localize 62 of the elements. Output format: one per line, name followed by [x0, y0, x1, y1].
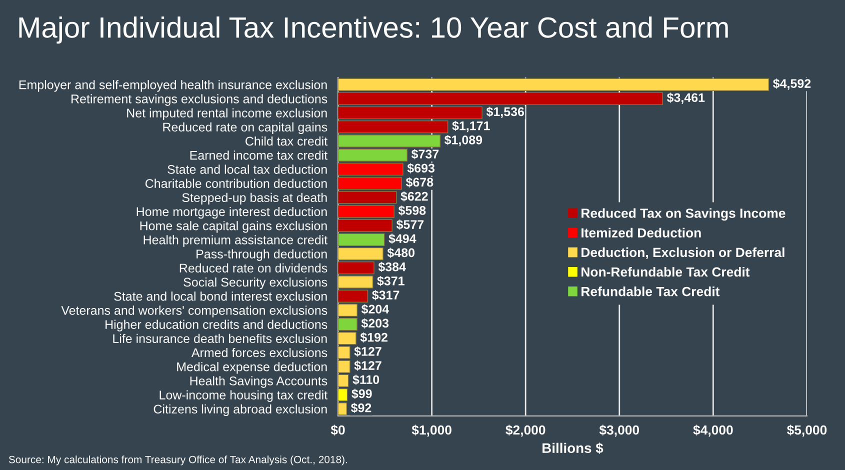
y-tick-label: Retirement savings exclusions and deductions [72, 94, 328, 106]
data-label: $1,089 [444, 134, 482, 146]
y-tick-label: Health premium assistance credit [144, 235, 328, 247]
data-label: $1,171 [452, 120, 490, 132]
y-tick-label: State and local tax deduction [168, 164, 327, 174]
data-label: $127 [354, 360, 382, 371]
source-note: Source: My calculations from Treasury Office of Tax Analysis (Oct., 2018). [8, 456, 347, 466]
data-label: $480 [387, 248, 414, 258]
legend-label: Itemized Deduction [582, 228, 701, 238]
x-tick-label: $2,000 [506, 424, 546, 437]
data-label: $577 [396, 220, 424, 230]
legend-label: Reduced Tax on Savings Income [582, 208, 786, 221]
y-tick-label: Pass-through deduction [196, 249, 327, 261]
y-tick-label: Home sale capital gains exclusion [140, 221, 327, 233]
data-label: $598 [398, 205, 426, 216]
x-tick-label: $3,000 [599, 424, 640, 437]
y-tick-label: Stepped-up basis at death [182, 192, 327, 205]
y-tick-label: Health Savings Accounts [190, 376, 328, 388]
x-axis-title: Billions $ [542, 442, 604, 454]
y-tick-label: Child tax credit [246, 136, 328, 146]
data-label: $192 [360, 332, 388, 343]
data-label: $92 [350, 402, 372, 414]
y-tick-label: Armed forces exclusions [191, 348, 328, 358]
data-label: $371 [377, 276, 404, 286]
y-tick-label: Reduced rate on dividends [180, 263, 328, 273]
data-label: $737 [411, 149, 439, 160]
y-tick-label: Citizens living abroad exclusion [154, 404, 327, 416]
data-label: $3,461 [666, 92, 705, 104]
y-tick-label: Employer and self-employed health insurance exclusion [19, 80, 327, 92]
x-tick-label: $4,000 [693, 424, 733, 437]
legend-label: Refundable Tax Credit [582, 286, 720, 296]
x-tick-label: $1,000 [412, 424, 452, 437]
y-tick-label: Reduced rate on capital gains [163, 122, 328, 134]
y-tick-label: Life insurance death benefits exclusion [113, 334, 327, 344]
y-tick-label: Home mortgage interest deduction [136, 206, 327, 219]
data-label: $110 [352, 374, 380, 385]
data-label: $204 [361, 304, 390, 314]
y-tick-label: Social Security exclusions [184, 277, 328, 290]
data-label: $1,536 [486, 106, 524, 118]
y-tick-label: Veterans and workers' compensation exclusions [61, 306, 328, 318]
y-tick-label: State and local bond interest exclusion [114, 292, 327, 301]
data-label: $203 [361, 318, 389, 328]
data-label: $127 [354, 346, 382, 357]
data-label: $622 [400, 191, 428, 202]
data-label: $99 [352, 388, 372, 399]
data-label: $494 [388, 234, 416, 244]
data-label: $317 [372, 290, 400, 300]
data-label: $4,592 [773, 78, 811, 90]
y-tick-label: Net imputed rental income exclusion [127, 108, 327, 120]
legend-label: Deduction, Exclusion or Deferral [582, 247, 784, 259]
y-tick-label: Earned income tax credit [190, 150, 328, 160]
x-tick-label: $5,000 [786, 424, 827, 437]
y-tick-label: Medical expense deduction [177, 362, 327, 374]
y-tick-label: Charitable contribution deduction [145, 178, 327, 188]
x-tick-label: $0 [330, 424, 345, 436]
legend-label: Non-Refundable Tax Credit [582, 266, 750, 277]
y-tick-label: Low-income housing tax credit [160, 390, 328, 402]
data-label: $678 [406, 177, 434, 188]
data-label: $693 [407, 163, 435, 174]
y-tick-label: Higher education credits and deductions [106, 320, 328, 332]
data-label: $384 [378, 262, 406, 272]
chart-title: Major Individual Tax Incentives: 10 Year Cost and Form [19, 16, 728, 44]
